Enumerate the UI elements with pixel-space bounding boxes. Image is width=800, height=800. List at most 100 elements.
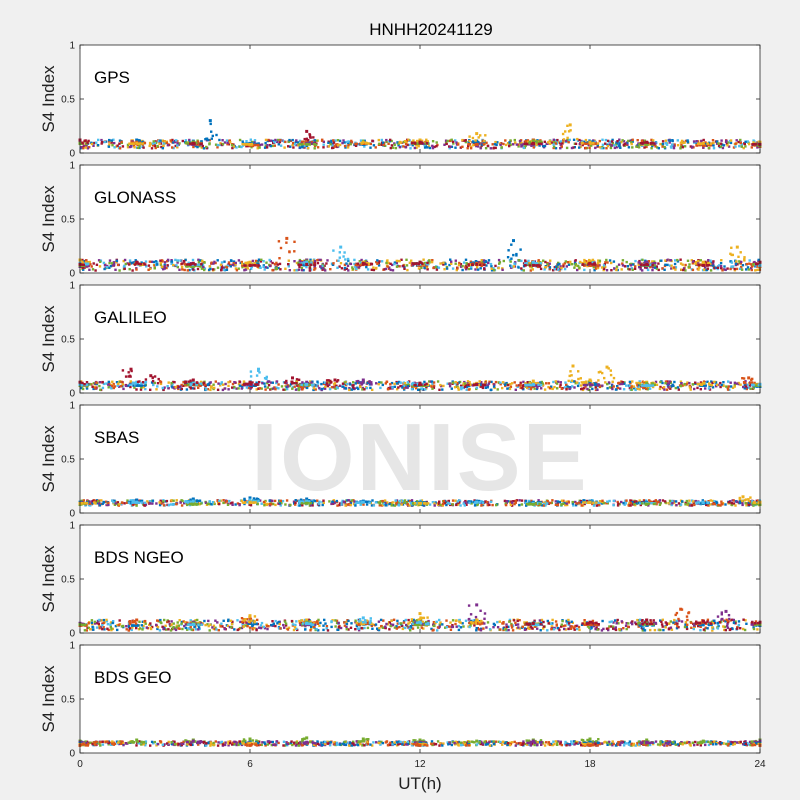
scatter-point [364, 260, 367, 263]
scatter-point [731, 265, 735, 268]
scatter-point [467, 267, 470, 271]
scatter-point [463, 380, 466, 384]
scatter-point [228, 380, 232, 383]
scatter-point [431, 383, 434, 386]
scatter-point [651, 144, 654, 148]
scatter-point [745, 262, 749, 266]
data-point [257, 262, 260, 266]
data-point [483, 139, 486, 143]
scatter-point [350, 141, 354, 144]
scatter-point [224, 382, 227, 386]
scatter-point [697, 268, 700, 271]
scatter-point [689, 502, 692, 505]
scatter-point [621, 139, 624, 142]
scatter-point [163, 265, 166, 268]
data-point [650, 263, 653, 266]
scatter-point [568, 138, 571, 142]
scatter-point [329, 268, 332, 271]
scatter-point [630, 262, 633, 266]
scatter-point [443, 268, 446, 271]
scatter-point [631, 503, 635, 506]
data-point [307, 139, 310, 142]
scatter-point [579, 145, 582, 149]
scatter-point [208, 268, 211, 272]
scatter-point [547, 385, 550, 389]
scatter-point [331, 144, 334, 147]
scatter-point [744, 145, 747, 148]
data-point [751, 377, 754, 381]
scatter-point [334, 143, 337, 146]
scatter-point [463, 382, 467, 385]
scatter-point [557, 380, 560, 383]
data-point [185, 263, 189, 266]
scatter-point [112, 382, 115, 386]
data-point [329, 381, 333, 384]
data-point [300, 262, 304, 265]
scatter-point [282, 388, 285, 391]
scatter-point [123, 258, 127, 262]
scatter-point [714, 383, 718, 387]
scatter-point [698, 266, 701, 269]
scatter-point [480, 381, 483, 384]
data-point [301, 381, 304, 384]
scatter-point [683, 145, 687, 148]
scatter-point [529, 269, 532, 272]
scatter-point [566, 503, 569, 507]
scatter-point [230, 144, 234, 147]
scatter-point [237, 387, 240, 390]
scatter-point [540, 380, 543, 384]
scatter-point [313, 265, 316, 269]
scatter-point [669, 387, 672, 390]
scatter-point [85, 144, 88, 147]
scatter-point [225, 266, 229, 269]
scatter-point [512, 143, 515, 146]
scatter-point [165, 266, 168, 270]
scatter-point [712, 147, 716, 150]
scatter-point [103, 264, 107, 267]
scatter-point [350, 388, 353, 391]
data-point [141, 142, 144, 145]
data-point [136, 261, 139, 264]
data-point [473, 262, 476, 265]
scatter-point [705, 262, 709, 265]
scatter-point [205, 388, 208, 391]
scatter-point [726, 144, 729, 147]
data-point [527, 263, 530, 267]
scatter-point [648, 387, 652, 390]
scatter-point [327, 145, 330, 148]
scatter-point [389, 268, 392, 272]
data-point [79, 142, 82, 146]
scatter-point [288, 384, 291, 388]
data-point [209, 122, 212, 126]
data-point [653, 383, 656, 387]
scatter-point [322, 140, 325, 143]
scatter-point [178, 268, 181, 271]
data-point [424, 142, 427, 145]
scatter-point [104, 140, 108, 143]
scatter-point [431, 146, 435, 150]
scatter-point [615, 141, 618, 144]
data-point [311, 142, 314, 145]
scatter-point [390, 144, 394, 147]
scatter-point [142, 386, 145, 389]
scatter-point [571, 500, 574, 504]
scatter-point [514, 499, 517, 503]
scatter-point [379, 500, 382, 503]
scatter-point [128, 259, 132, 262]
scatter-point [295, 261, 299, 265]
scatter-point [118, 147, 122, 150]
scatter-point [668, 264, 672, 267]
scatter-point [189, 387, 193, 390]
data-point [189, 383, 193, 386]
data-point [80, 263, 83, 266]
scatter-point [490, 265, 493, 268]
scatter-point [259, 260, 262, 263]
scatter-point [338, 384, 342, 387]
data-point [305, 137, 309, 140]
scatter-point [354, 144, 358, 147]
data-point [646, 143, 649, 146]
scatter-point [503, 499, 507, 503]
scatter-point [264, 144, 267, 147]
data-point [184, 380, 187, 383]
scatter-point [587, 143, 590, 147]
